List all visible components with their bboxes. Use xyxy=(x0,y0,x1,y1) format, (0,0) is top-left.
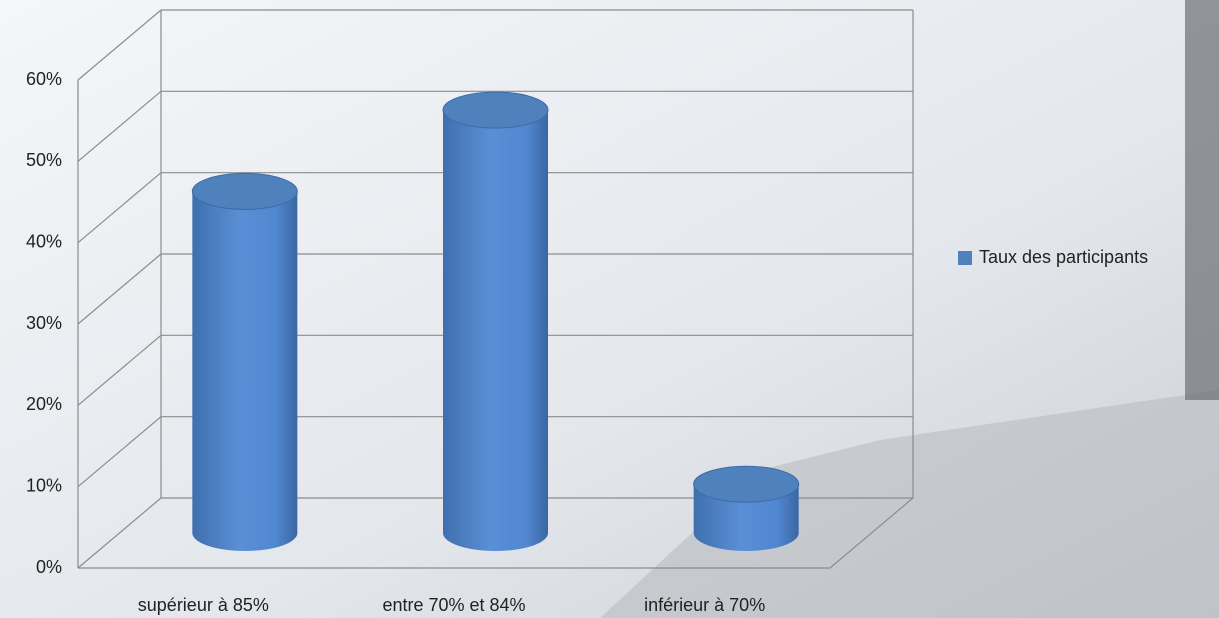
y-tick-label: 20% xyxy=(26,394,62,414)
chart: 0% 10% 20% 30% 40% 50% 60% supérieur à 85% entre… xyxy=(0,0,1219,618)
y-tick-label: 10% xyxy=(26,475,62,495)
bar-top xyxy=(694,466,799,502)
bar xyxy=(694,466,799,551)
bar-body xyxy=(443,110,548,551)
legend-label: Taux des participants xyxy=(979,247,1148,267)
y-tick-label: 40% xyxy=(26,231,62,251)
y-tick-label: 60% xyxy=(26,69,62,89)
x-tick-label: entre 70% et 84% xyxy=(382,595,525,615)
x-tick-label: supérieur à 85% xyxy=(138,595,269,615)
x-tick-label: inférieur à 70% xyxy=(644,595,765,615)
y-tick-label: 0% xyxy=(36,557,62,577)
background-figure xyxy=(1185,0,1219,400)
bar-top xyxy=(192,173,297,209)
y-tick-label: 30% xyxy=(26,313,62,333)
legend: Taux des participants xyxy=(958,247,1148,267)
legend-swatch xyxy=(958,251,972,265)
bar-top xyxy=(443,92,548,128)
bar-body xyxy=(192,191,297,551)
y-tick-label: 50% xyxy=(26,150,62,170)
bar xyxy=(443,92,548,551)
bar xyxy=(192,173,297,551)
